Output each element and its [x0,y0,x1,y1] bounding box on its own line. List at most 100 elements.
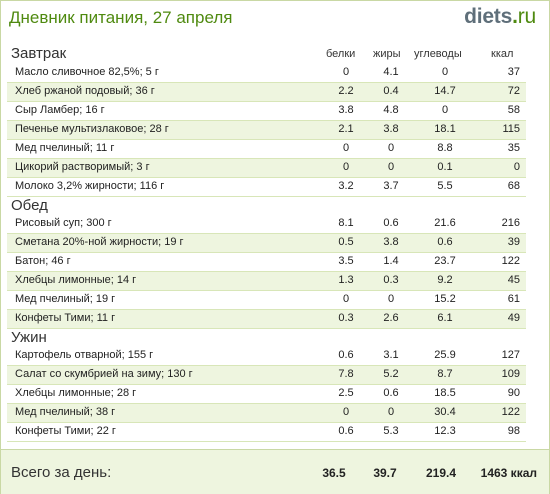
food-name: Мед пчелиный; 19 г [15,293,116,305]
protein-value: 0.5 [338,236,354,248]
carbs-value: 9.2 [437,274,453,286]
fat-value: 2.6 [383,312,399,324]
kcal-value: 122 [501,406,520,418]
table-row: Мед пчелиный; 38 г 0 0 30.4 122 [7,404,526,423]
fat-value: 0.6 [383,217,399,229]
total-fat: 39.7 [373,466,397,480]
table-row: Печенье мультизлаковое; 28 г 2.1 3.8 18.… [7,121,526,140]
protein-value: 7.8 [338,368,354,380]
protein-value: 0.3 [338,312,354,324]
table-row: Сметана 20%-ной жирности; 19 г 0.5 3.8 0… [7,234,526,253]
page-title: Дневник питания, 27 апреля [9,8,233,27]
fat-value: 5.3 [383,425,399,437]
carbs-value: 0 [441,104,449,116]
fat-value: 4.8 [383,104,399,116]
protein-value: 8.1 [338,217,354,229]
fat-value: 3.1 [383,349,399,361]
table-row: Конфеты Тими; 11 г 0.3 2.6 6.1 49 [7,310,526,329]
food-name: Хлебцы лимонные; 14 г [15,274,137,286]
kcal-value: 216 [501,217,520,229]
fat-value: 3.7 [383,180,399,192]
fat-value: 0 [387,406,395,418]
site-logo[interactable]: diets.ru [464,5,536,29]
logo-dot: . [512,5,518,28]
food-name: Печенье мультизлаковое; 28 г [15,123,169,135]
fat-value: 0 [387,293,395,305]
fat-value: 0.4 [383,85,399,97]
kcal-value: 49 [507,312,520,324]
kcal-value: 109 [501,368,520,380]
table-row: Мед пчелиный; 19 г 0 0 15.2 61 [7,291,526,310]
protein-value: 1.3 [338,274,354,286]
food-name: Мед пчелиный; 38 г [15,406,116,418]
meal-title-dinner: Ужин [11,329,47,346]
kcal-value: 68 [507,180,520,192]
carbs-value: 0 [441,66,449,78]
food-name: Молоко 3,2% жирности; 116 г [15,180,165,192]
carbs-value: 15.2 [434,293,456,305]
food-name: Конфеты Тими; 11 г [15,312,116,324]
food-name: Хлеб ржаной подовый; 36 г [15,85,155,97]
carbs-value: 8.8 [437,142,453,154]
table-row: Сыр Ламбер; 16 г 3.8 4.8 0 58 [7,102,526,121]
table-row: Салат со скумбрией на зиму; 130 г 7.8 5.… [7,366,526,385]
carbs-value: 0.1 [437,161,453,173]
food-name: Сыр Ламбер; 16 г [15,104,105,116]
column-header-fat: жиры [373,48,401,60]
food-name: Цикорий растворимый; 3 г [15,161,150,173]
protein-value: 0 [342,161,350,173]
kcal-value: 35 [507,142,520,154]
kcal-value: 37 [507,66,520,78]
protein-value: 3.5 [338,255,354,267]
header: Дневник питания, 27 апреля diets.ru [1,1,549,35]
table-row: Хлебцы лимонные; 14 г 1.3 0.3 9.2 45 [7,272,526,291]
protein-value: 2.2 [338,85,354,97]
table-row: Цикорий растворимый; 3 г 0 0 0.1 0 [7,159,526,178]
total-protein: 36.5 [322,466,346,480]
logo-name: diets [464,5,513,28]
fat-value: 0 [387,161,395,173]
food-name: Картофель отварной; 155 г [15,349,154,361]
carbs-value: 25.9 [434,349,456,361]
protein-value: 2.5 [338,387,354,399]
carbs-value: 21.6 [434,217,456,229]
totals-label: Всего за день: [11,464,112,481]
protein-value: 0 [342,66,350,78]
carbs-value: 5.5 [437,180,453,192]
table-row: Рисовый суп; 300 г 8.1 0.6 21.6 216 [7,215,526,234]
food-name: Хлебцы лимонные; 28 г [15,387,137,399]
fat-value: 0 [387,142,395,154]
table-row: Хлеб ржаной подовый; 36 г 2.2 0.4 14.7 7… [7,83,526,102]
table-row: Конфеты Тими; 22 г 0.6 5.3 12.3 98 [7,423,526,442]
carbs-value: 6.1 [437,312,453,324]
daily-totals: Всего за день: 36.5 39.7 219.4 1463 ккал [1,449,549,494]
kcal-value: 58 [507,104,520,116]
food-name: Конфеты Тими; 22 г [15,425,116,437]
food-name: Рисовый суп; 300 г [15,217,112,229]
column-header-carbs: углеводы [414,48,462,60]
total-carbs: 219.4 [425,466,457,480]
total-kcal: 1463 ккал [480,466,537,480]
carbs-value: 0.6 [437,236,453,248]
fat-value: 4.1 [383,66,399,78]
meal-title-lunch: Обед [11,197,48,214]
food-name: Салат со скумбрией на зиму; 130 г [15,368,193,380]
kcal-value: 0 [513,161,520,173]
carbs-value: 18.5 [434,387,456,399]
table-row: Батон; 46 г 3.5 1.4 23.7 122 [7,253,526,272]
protein-value: 2.1 [338,123,354,135]
table-row: Масло сливочное 82,5%; 5 г 0 4.1 0 37 [7,64,526,83]
kcal-value: 98 [507,425,520,437]
fat-value: 0.3 [383,274,399,286]
protein-value: 0.6 [338,425,354,437]
table-row: Молоко 3,2% жирности; 116 г 3.2 3.7 5.5 … [7,178,526,197]
meal-title-breakfast: Завтрак [11,45,67,62]
food-name: Сметана 20%-ной жирности; 19 г [15,236,184,248]
kcal-value: 122 [501,255,520,267]
kcal-value: 127 [501,349,520,361]
kcal-value: 72 [507,85,520,97]
carbs-value: 14.7 [434,85,456,97]
kcal-value: 90 [507,387,520,399]
food-name: Мед пчелиный; 11 г [15,142,115,154]
